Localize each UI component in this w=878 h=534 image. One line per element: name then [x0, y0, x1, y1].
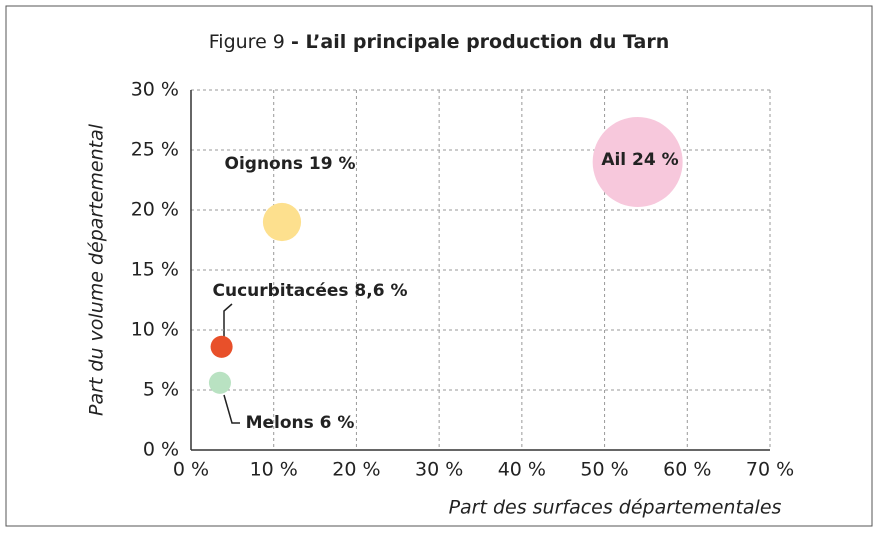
subtitle: - L’ail principale production du Tarn — [291, 31, 669, 53]
y-tick-label: 25 % — [131, 139, 179, 161]
data-label: Cucurbitacées 8,6 % — [213, 281, 408, 301]
leader-line — [223, 394, 240, 424]
y-tick-label: 20 % — [131, 199, 179, 221]
x-tick-label: 50 % — [580, 459, 628, 481]
x-tick-label: 40 % — [498, 459, 546, 481]
data-label: Oignons 19 % — [225, 154, 356, 174]
x-tick-label: 30 % — [415, 459, 463, 481]
chart-title: Figure 9 - L’ail principale production d… — [209, 31, 670, 53]
x-tick-label: 60 % — [663, 459, 711, 481]
x-axis-label: Part des surfaces départementales — [449, 497, 782, 519]
leader-line — [223, 303, 233, 345]
data-label: Ail 24 % — [601, 150, 678, 170]
y-tick-label: 10 % — [131, 319, 179, 341]
bubble — [262, 202, 302, 242]
bubble — [210, 335, 233, 358]
x-tick-label: 70 % — [746, 459, 794, 481]
title: Figure 9 — [209, 31, 285, 53]
x-tick-label: 20 % — [332, 459, 380, 481]
y-tick-label: 15 % — [131, 259, 179, 281]
y-tick-label: 0 % — [143, 439, 179, 461]
y-tick-label: 30 % — [131, 79, 179, 101]
bubble — [592, 117, 683, 207]
y-axis-label: Part du volume départemental — [86, 123, 108, 416]
x-tick-label: 10 % — [250, 459, 298, 481]
data-label: Melons 6 % — [246, 413, 355, 433]
y-tick-label: 5 % — [143, 379, 179, 401]
bubble — [208, 371, 231, 394]
x-tick-label: 0 % — [173, 459, 209, 481]
